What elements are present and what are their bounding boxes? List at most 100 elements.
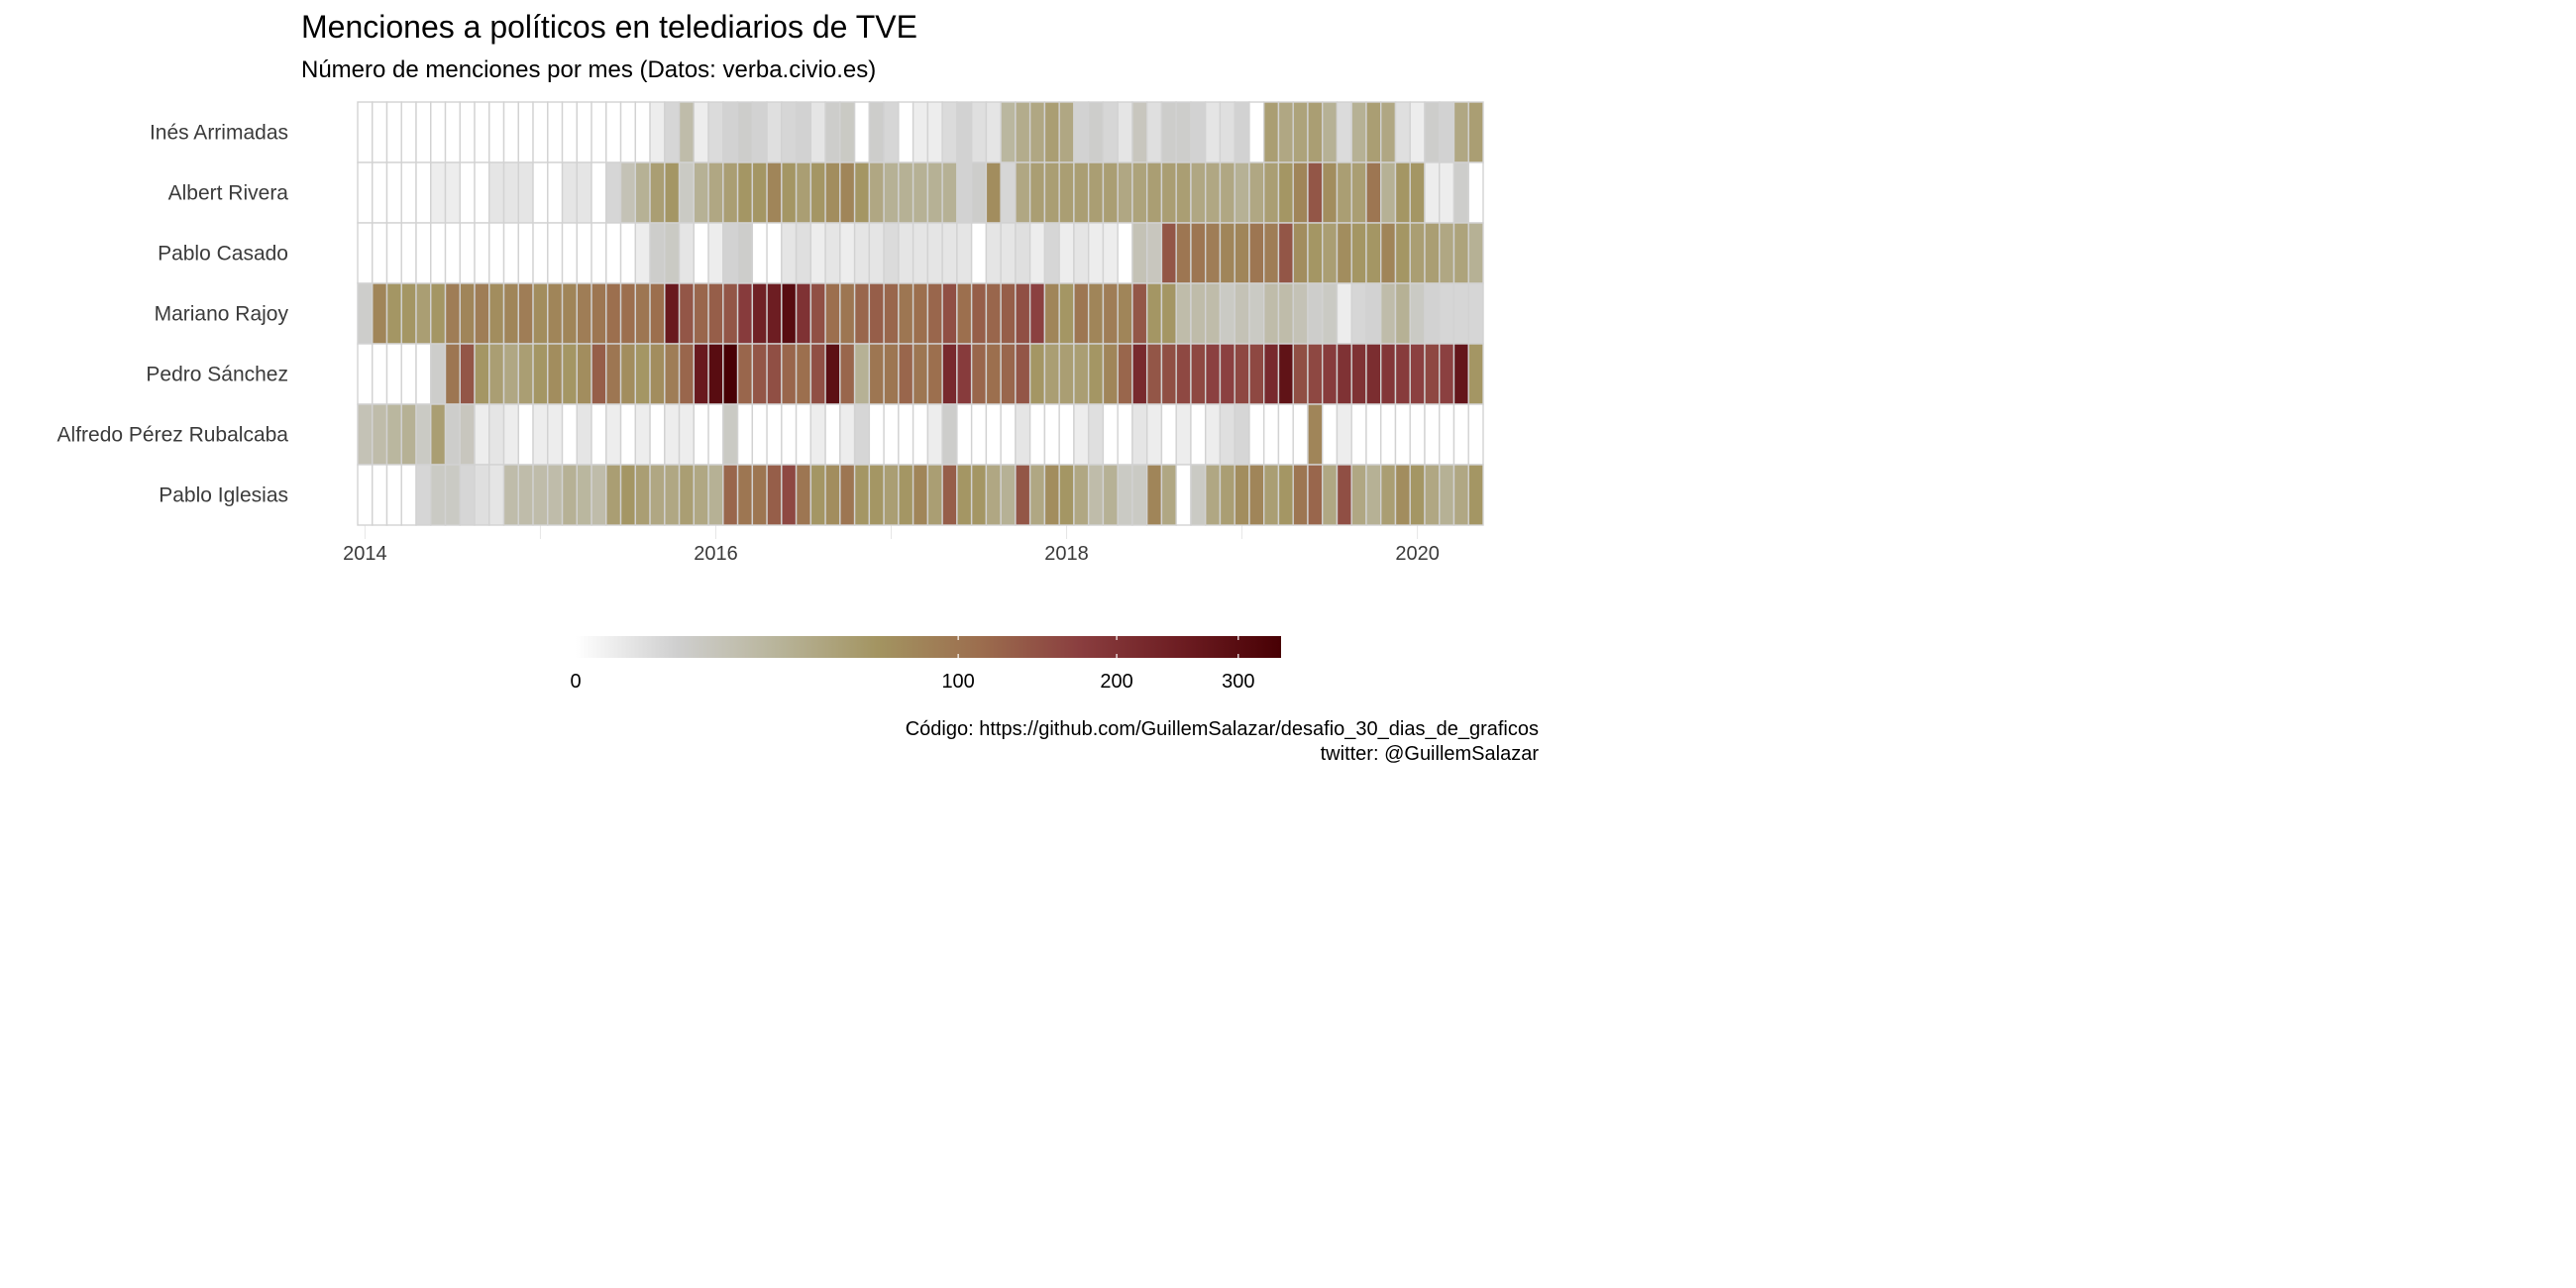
heatmap-cell xyxy=(590,403,607,466)
heatmap-cell xyxy=(1028,464,1046,526)
heatmap-cell xyxy=(357,101,374,163)
heatmap-cell xyxy=(664,282,681,345)
heatmap-cell xyxy=(649,464,666,526)
heatmap-cell xyxy=(766,282,783,345)
heatmap-cell xyxy=(707,464,724,526)
heatmap-cell xyxy=(415,282,432,345)
heatmap-cell xyxy=(795,343,812,405)
heatmap-cell xyxy=(1073,161,1090,224)
heatmap-cell xyxy=(853,101,871,163)
heatmap-cell xyxy=(1000,222,1017,284)
heatmap-cell xyxy=(751,403,768,466)
heatmap-cell xyxy=(1307,161,1324,224)
heatmap-cell xyxy=(532,464,549,526)
heatmap-cell xyxy=(1262,161,1280,224)
heatmap-cell xyxy=(1015,464,1031,526)
heatmap-cell xyxy=(1131,222,1148,284)
heatmap-cell xyxy=(1015,101,1031,163)
heatmap-cell xyxy=(400,403,417,466)
heatmap-cell xyxy=(488,161,505,224)
heatmap-cell xyxy=(926,101,943,163)
heatmap-cell xyxy=(474,464,490,526)
heatmap-cell xyxy=(619,282,637,345)
heatmap-cell xyxy=(1028,403,1046,466)
heatmap-cell xyxy=(488,403,505,466)
heatmap-cell xyxy=(488,464,505,526)
heatmap-cell xyxy=(722,101,739,163)
heatmap-cell xyxy=(532,161,549,224)
heatmap-cell xyxy=(1117,403,1133,466)
heatmap-cell xyxy=(693,222,709,284)
heatmap-cells xyxy=(357,101,1484,526)
heatmap-cell xyxy=(926,161,943,224)
heatmap-cell xyxy=(926,282,943,345)
heatmap-cell xyxy=(1028,343,1046,405)
heatmap-cell xyxy=(1394,282,1411,345)
heatmap-cell xyxy=(941,161,958,224)
heatmap-cell xyxy=(649,282,666,345)
heatmap-cell xyxy=(1117,161,1133,224)
x-tick-label: 2020 xyxy=(1395,543,1440,565)
heatmap-cell xyxy=(1117,222,1133,284)
heatmap-cell xyxy=(502,403,519,466)
heatmap-cell xyxy=(970,282,988,345)
heatmap-cell xyxy=(883,343,900,405)
heatmap-cell xyxy=(853,343,871,405)
heatmap-cell xyxy=(561,222,578,284)
heatmap-cell xyxy=(385,343,402,405)
heatmap-cell xyxy=(1322,343,1339,405)
heatmap-cell xyxy=(809,282,826,345)
heatmap-cell xyxy=(1204,403,1222,466)
heatmap-cell xyxy=(1160,403,1177,466)
heatmap-cell xyxy=(1073,222,1090,284)
heatmap-cell xyxy=(561,403,578,466)
y-label: Alfredo Pérez Rubalcaba xyxy=(57,424,289,447)
heatmap-row xyxy=(357,464,1484,526)
heatmap-cell xyxy=(576,161,592,224)
y-label: Pedro Sánchez xyxy=(146,364,288,386)
heatmap-cell xyxy=(1073,403,1090,466)
heatmap-cell xyxy=(1219,282,1235,345)
heatmap-cell xyxy=(707,101,724,163)
heatmap-cell xyxy=(1015,222,1031,284)
heatmap-cell xyxy=(1467,282,1484,345)
heatmap-cell xyxy=(941,222,958,284)
heatmap-cell xyxy=(824,222,841,284)
heatmap-cell xyxy=(1350,161,1367,224)
heatmap-cell xyxy=(561,464,578,526)
heatmap-cell xyxy=(736,464,754,526)
heatmap-cell xyxy=(634,282,651,345)
heatmap-cell xyxy=(649,101,666,163)
legend-colorbar xyxy=(576,636,1281,658)
heatmap-cell xyxy=(824,161,841,224)
heatmap-cell xyxy=(1175,161,1192,224)
heatmap-cell xyxy=(853,403,871,466)
heatmap-cell xyxy=(868,464,885,526)
heatmap-cell xyxy=(619,343,637,405)
heatmap-cell xyxy=(1322,101,1339,163)
heatmap-cell xyxy=(1322,282,1339,345)
color-legend: 0 100 200 300 xyxy=(570,636,1281,693)
heatmap-cell xyxy=(809,161,826,224)
heatmap-cell xyxy=(1087,282,1105,345)
heatmap-cell xyxy=(985,282,1002,345)
heatmap-cell xyxy=(561,282,578,345)
heatmap-cell xyxy=(1262,343,1280,405)
heatmap-cell xyxy=(605,403,622,466)
heatmap-cell xyxy=(605,101,622,163)
heatmap-cell xyxy=(707,403,724,466)
heatmap-cell xyxy=(1467,403,1484,466)
heatmap-cell xyxy=(970,161,988,224)
heatmap-cell xyxy=(1087,101,1105,163)
heatmap-cell xyxy=(372,403,388,466)
chart-title: Menciones a políticos en telediarios de … xyxy=(301,9,917,45)
heatmap-cell xyxy=(912,161,929,224)
heatmap-cell xyxy=(1145,282,1163,345)
heatmap-cell xyxy=(1000,464,1017,526)
heatmap-cell xyxy=(488,222,505,284)
heatmap-cell xyxy=(1439,343,1455,405)
heatmap-cell xyxy=(634,343,651,405)
heatmap-cell xyxy=(634,464,651,526)
heatmap-cell xyxy=(1394,222,1411,284)
heatmap-cell xyxy=(459,464,476,526)
